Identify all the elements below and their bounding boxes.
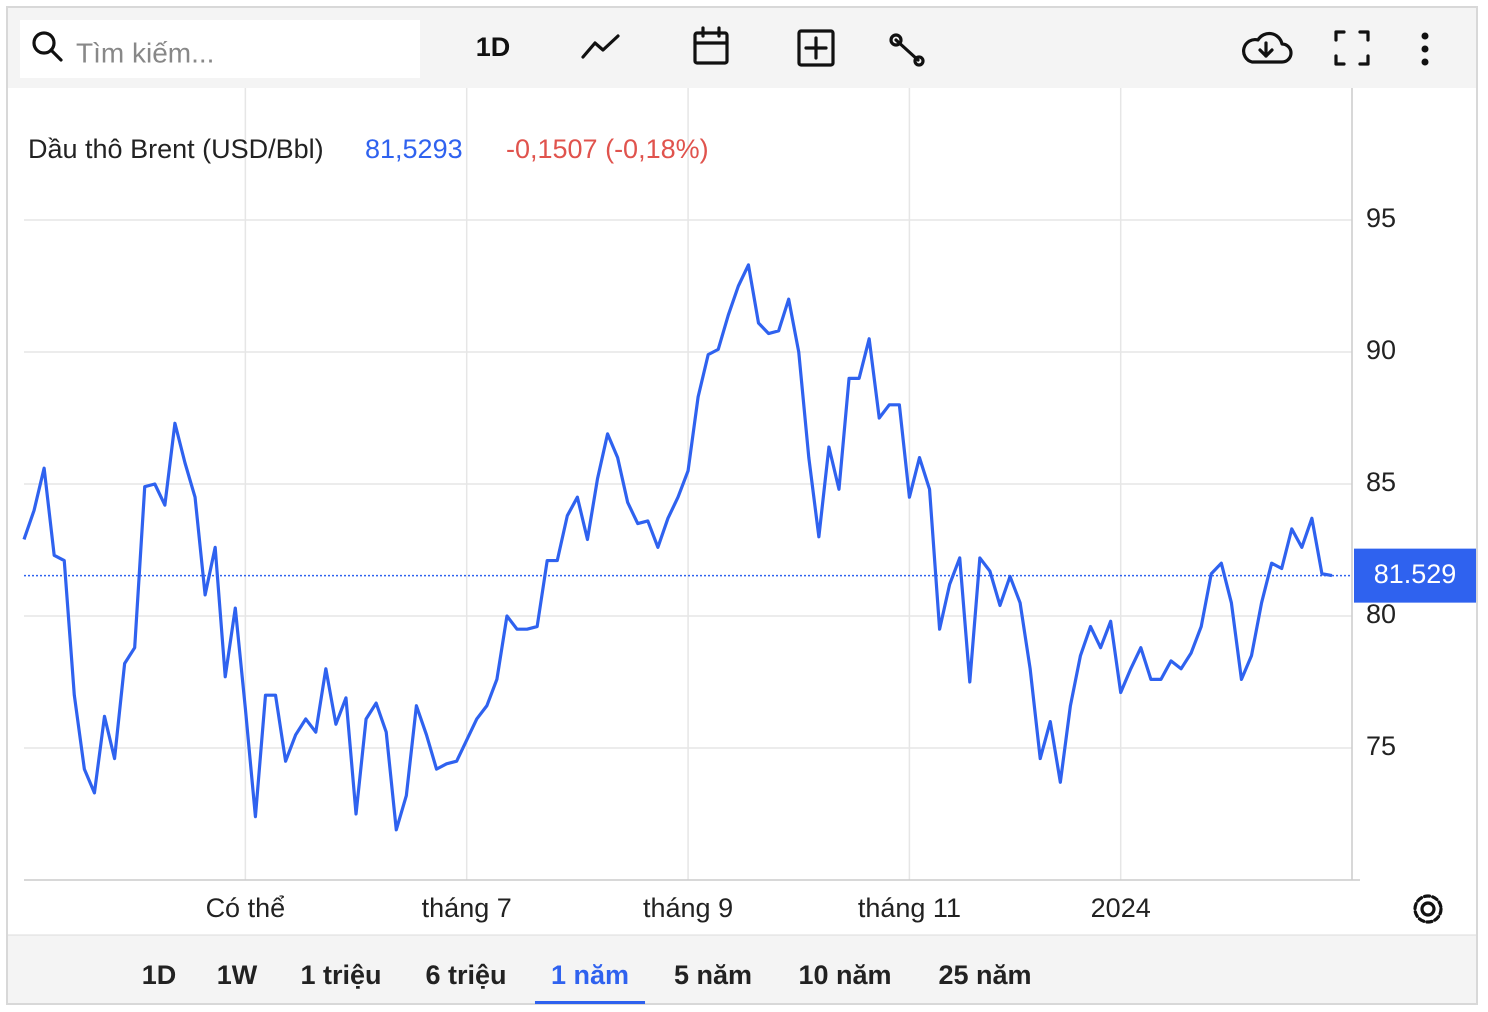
range-button[interactable]: 1D xyxy=(142,960,177,990)
range-button[interactable]: 5 năm xyxy=(674,960,752,990)
plot: 75 80 85 90 95 Có thể tháng 7 tháng 9 tháng 11 20… xyxy=(22,88,1476,923)
search-box[interactable] xyxy=(20,20,420,78)
x-tick-label: 2024 xyxy=(1091,893,1151,923)
y-tick-label: 90 xyxy=(1366,335,1396,365)
last-value-label: 81.529 xyxy=(1374,559,1457,589)
y-tick-label: 75 xyxy=(1366,731,1396,761)
download-icon[interactable] xyxy=(1242,31,1293,64)
y-tick-label: 95 xyxy=(1366,203,1396,233)
settings-wrench-icon[interactable] xyxy=(889,33,925,67)
chart-type-icon[interactable] xyxy=(581,34,620,59)
range-active-underline xyxy=(534,1001,646,1004)
legend-price: 81,5293 xyxy=(365,134,463,164)
calendar-icon[interactable] xyxy=(693,26,729,65)
range-button[interactable]: 1 triệu xyxy=(300,960,381,990)
range-button[interactable]: 1W xyxy=(217,960,258,990)
y-tick-label: 85 xyxy=(1366,467,1396,497)
last-value-box xyxy=(1354,548,1476,603)
price-line xyxy=(22,263,1333,832)
range-button[interactable]: 1 năm xyxy=(551,960,629,990)
fullscreen-icon[interactable] xyxy=(1334,30,1370,66)
range-bar xyxy=(8,935,1476,1003)
range-button[interactable]: 25 năm xyxy=(938,960,1031,990)
x-tick-label: Có thể xyxy=(206,893,286,923)
x-tick-label: tháng 7 xyxy=(422,893,512,923)
gear-icon[interactable] xyxy=(1413,894,1443,924)
add-indicator-icon[interactable] xyxy=(797,29,835,67)
y-tick-label: 80 xyxy=(1366,599,1396,629)
legend-change: -0,1507 (-0,18%) xyxy=(506,134,709,164)
range-button[interactable]: 6 triệu xyxy=(425,960,506,990)
x-tick-label: tháng 9 xyxy=(643,893,733,923)
search-placeholder: Tìm kiếm... xyxy=(76,37,214,68)
x-tick-label: tháng 11 xyxy=(858,893,961,923)
more-icon[interactable] xyxy=(1421,32,1429,66)
legend-series-name: Dầu thô Brent (USD/Bbl) xyxy=(28,134,324,164)
frame xyxy=(6,6,1478,1005)
interval-button[interactable]: 1D xyxy=(476,32,511,62)
range-button[interactable]: 10 năm xyxy=(798,960,891,990)
search-icon xyxy=(32,31,63,62)
